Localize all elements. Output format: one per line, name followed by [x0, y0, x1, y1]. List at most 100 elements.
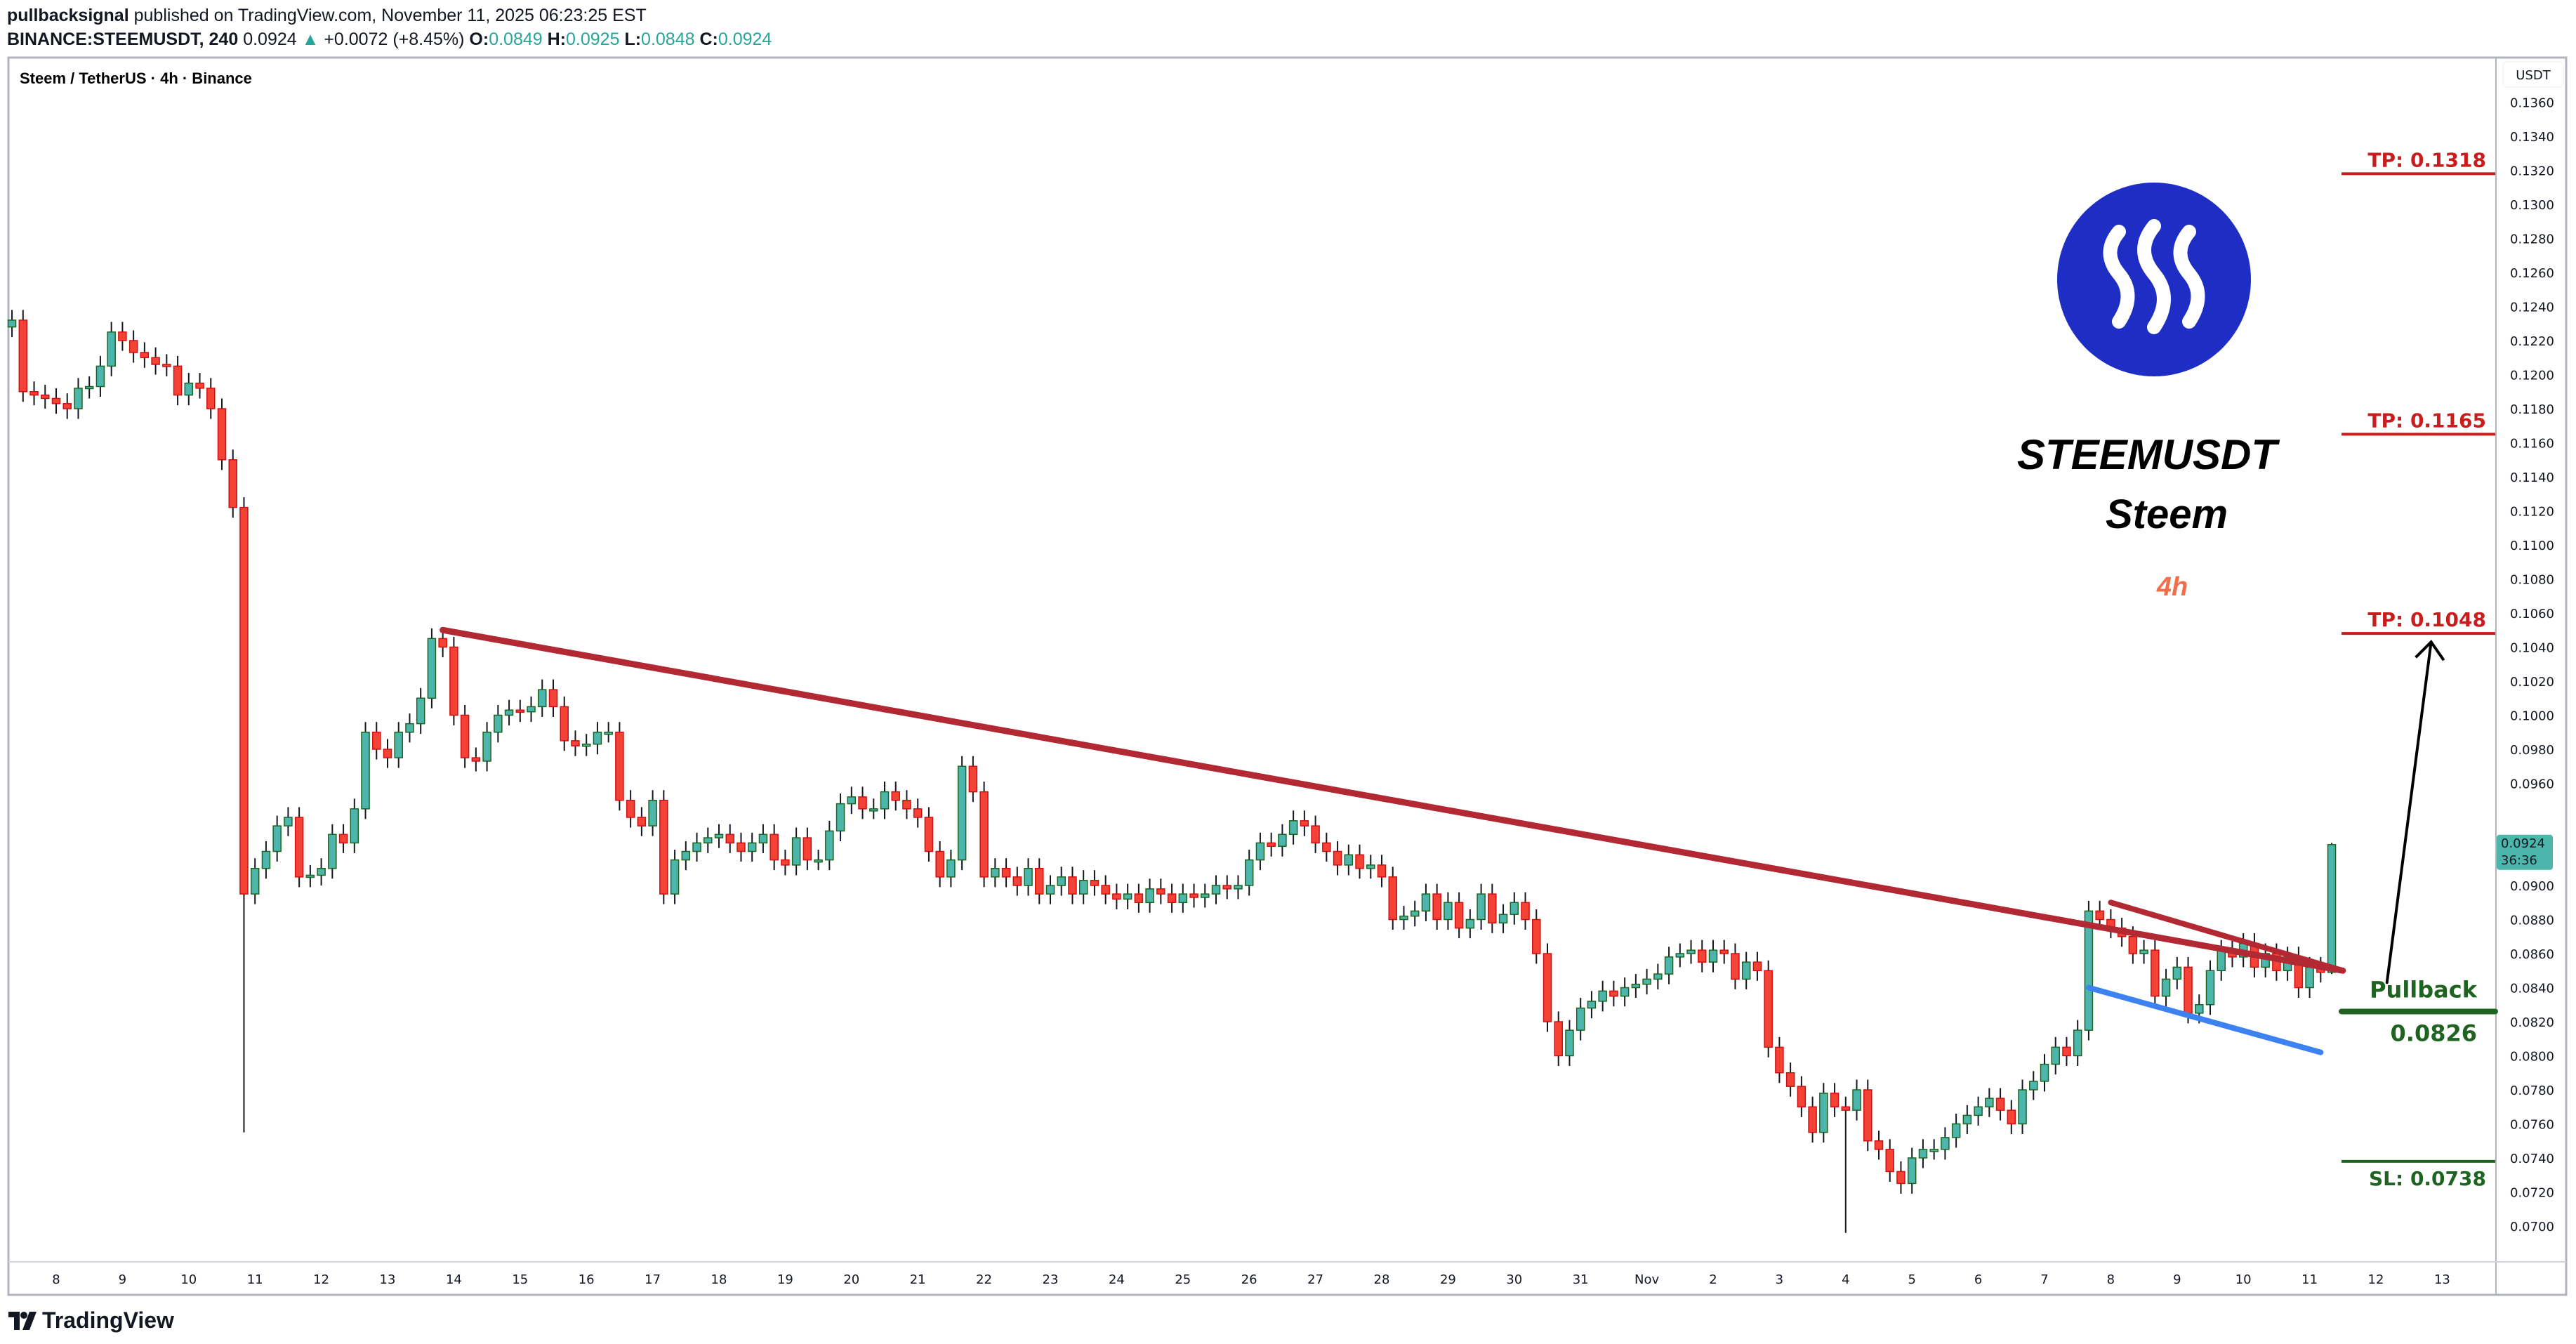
candle-body [284, 817, 293, 826]
time-tick: 17 [645, 1272, 661, 1287]
candle-body [1863, 1089, 1872, 1142]
candle-body [1620, 987, 1630, 997]
candle-body [1035, 868, 1044, 895]
candle-body [1731, 953, 1740, 980]
candle [659, 790, 668, 904]
candle-body [1068, 876, 1077, 895]
currency-button[interactable] [2502, 61, 2564, 88]
candle [946, 850, 956, 888]
candle-body [1201, 893, 1210, 898]
candle-body [383, 749, 392, 758]
main-trendline[interactable] [440, 626, 2346, 974]
candle-body [891, 791, 900, 801]
time-tick: Nov [1634, 1272, 1659, 1287]
candle-body [770, 834, 779, 861]
candle [538, 679, 547, 717]
candle [471, 747, 481, 772]
chart-title: Steem / TetherUS · 4h · Binance [20, 70, 252, 87]
candle [2018, 1079, 2027, 1135]
candle [1907, 1147, 1917, 1194]
candle [1288, 810, 1298, 845]
candle-body [416, 697, 425, 725]
candle [781, 850, 790, 876]
candle-body [847, 796, 857, 805]
candle-body [1001, 868, 1011, 878]
candle-body [438, 638, 447, 648]
candle [1896, 1161, 1905, 1194]
candle [747, 832, 757, 862]
candle-body [1764, 970, 1773, 1048]
price-tick: 0.0820 [2510, 1015, 2554, 1030]
candle [714, 824, 724, 848]
candle [1045, 875, 1055, 904]
price-tick: 0.1140 [2510, 470, 2554, 485]
candle-body [1322, 842, 1331, 852]
projection-arrow[interactable] [2385, 640, 2433, 984]
high-label: H: [547, 29, 567, 49]
price-tick: 0.0980 [2510, 743, 2554, 758]
candle-body [880, 791, 890, 810]
candle-body [692, 842, 701, 852]
candle [460, 704, 470, 768]
candle-body [1123, 893, 1132, 900]
publish-info: pullbacksignal published on TradingView.… [7, 6, 647, 26]
price-axis[interactable]: 0.1360 0.1340 0.1320 0.1300 0.1280 0.1260 0.12… [2510, 96, 2554, 1235]
candle [1178, 883, 1188, 913]
candle-body [737, 842, 746, 852]
candle-body [527, 706, 536, 713]
time-tick: 8 [2107, 1272, 2115, 1287]
flag-upper-trendline[interactable] [2108, 900, 2346, 974]
candle [2040, 1054, 2049, 1092]
author-name[interactable]: pullbacksignal [7, 6, 129, 25]
candle [2161, 968, 2171, 1007]
price-tick: 0.0780 [2510, 1083, 2554, 1098]
candle [228, 449, 237, 518]
candle-body [504, 709, 514, 716]
sl-label: SL: 0.0738 [2369, 1167, 2486, 1190]
candle [2139, 940, 2148, 964]
candle-body [1167, 893, 1177, 903]
candle [62, 393, 72, 419]
candle-body [571, 740, 580, 746]
high-value: 0.0925 [566, 29, 620, 49]
time-tick: 24 [1109, 1272, 1125, 1287]
candle [2205, 960, 2215, 1015]
flag-lower-trendline[interactable] [2085, 984, 2324, 1055]
candle [1090, 870, 1099, 896]
candle-body [2139, 949, 2148, 954]
candle [1444, 892, 1453, 930]
candle [1731, 943, 1740, 989]
candle-body [1366, 864, 1375, 869]
time-axis[interactable]: 8 9 10 11 12 13 14 15 16 17 18 19 20 21 22 23 24 25 26 27 28… [52, 1272, 2450, 1287]
time-tick: 27 [1307, 1272, 1323, 1287]
candle-body [74, 388, 83, 409]
candle-body [1454, 902, 1464, 929]
candle [902, 790, 911, 819]
candle [1929, 1139, 1938, 1160]
price-tick: 0.1040 [2510, 641, 2554, 656]
candle [1211, 875, 1221, 904]
candle-body [1686, 949, 1696, 954]
candle-body [2184, 966, 2193, 1014]
candle [1388, 867, 1397, 930]
time-tick: 30 [1506, 1272, 1522, 1287]
candle-body [2327, 844, 2337, 973]
price-tick: 0.1220 [2510, 334, 2554, 349]
candle-body [1995, 1098, 2005, 1111]
tradingview-logo[interactable]: TradingView [8, 1307, 174, 1333]
candle-body [1510, 902, 1519, 915]
candle [1698, 940, 1707, 973]
candle [1377, 855, 1387, 888]
candle-body [1399, 915, 1408, 921]
candle [1775, 1036, 1784, 1083]
candle [1962, 1105, 1972, 1135]
candle-body [195, 382, 204, 389]
current-price-badge: 0.0924 36:36 [2497, 834, 2553, 870]
candle [1156, 878, 1165, 904]
candle [206, 378, 216, 419]
pullback-label: Pullback [2370, 976, 2478, 1003]
price-tick: 0.1260 [2510, 266, 2554, 281]
candle-body [1741, 961, 1751, 980]
candle [1477, 883, 1486, 930]
